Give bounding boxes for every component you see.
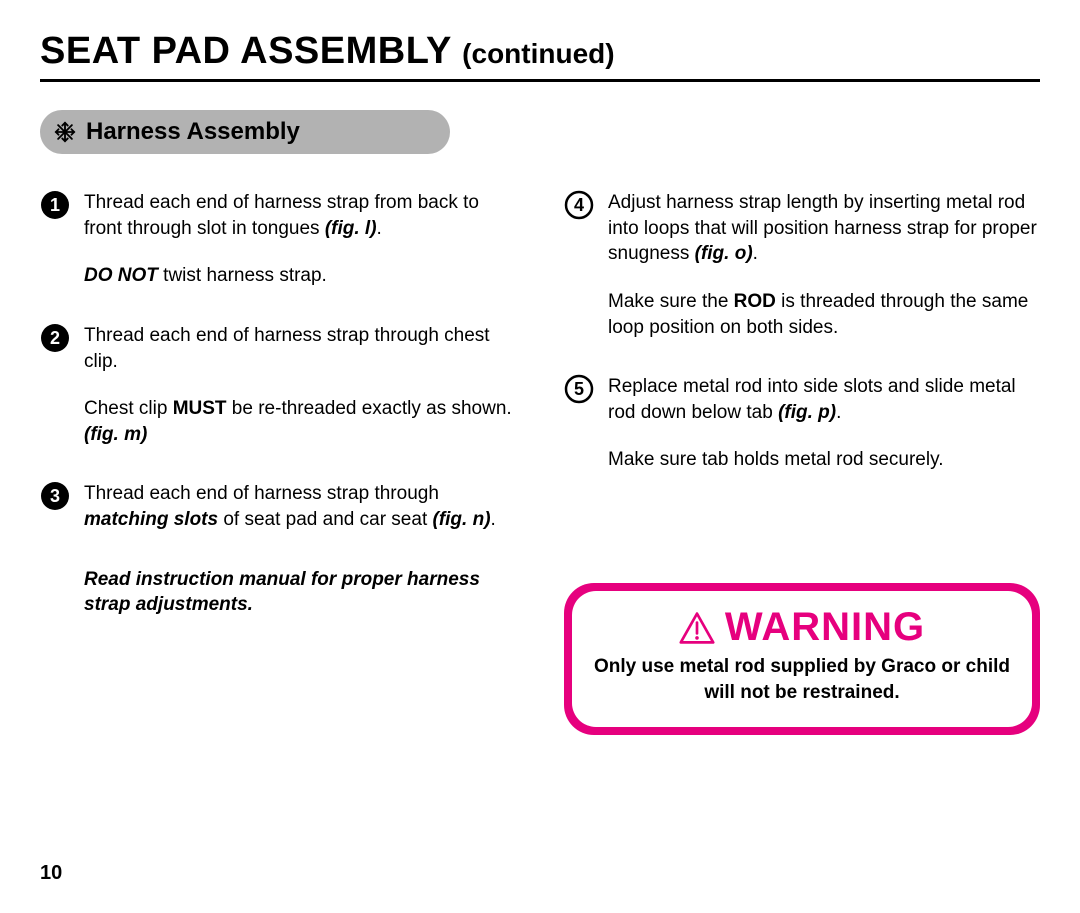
step-paragraph: Thread each end of harness strap through… — [84, 481, 516, 532]
title-main: SEAT PAD ASSEMBLY — [40, 30, 462, 72]
warning-heading: WARNING — [679, 605, 925, 650]
warning-body-text: Only use metal rod supplied by Graco or … — [592, 654, 1012, 705]
text-run: Thread each end of harness strap through… — [84, 325, 490, 372]
step-number-icon: 5 — [564, 374, 594, 404]
step-paragraph: Chest clip MUST be re-threaded exactly a… — [84, 396, 516, 447]
step-item: 2 Thread each end of harness strap throu… — [40, 323, 516, 448]
text-run: Chest clip — [84, 398, 173, 419]
svg-text:1: 1 — [50, 195, 60, 215]
step-number: 1 — [40, 190, 70, 225]
step-body: Replace metal rod into side slots and sl… — [608, 374, 1040, 473]
text-run: Make sure tab holds metal rod securely. — [608, 449, 943, 470]
step-number: 2 — [40, 323, 70, 358]
text-run: . — [377, 218, 382, 239]
text-run: Adjust harness strap length by inserting… — [608, 192, 1037, 264]
step-paragraph: Make sure the ROD is threaded through th… — [608, 289, 1040, 340]
snowflake-icon — [54, 121, 76, 143]
text-run: Make sure the — [608, 291, 734, 312]
step-number: 3 — [40, 481, 70, 516]
text-run: Thread each end of harness strap from ba… — [84, 192, 479, 239]
text-run: (fig. p) — [778, 402, 836, 423]
text-run: (fig. n) — [433, 509, 491, 530]
read-instruction-note: Read instruction manual for proper harne… — [40, 567, 516, 618]
step-item: 3 Thread each end of harness strap throu… — [40, 481, 516, 532]
step-item: 5 Replace metal rod into side slots and … — [564, 374, 1040, 473]
svg-text:5: 5 — [574, 379, 584, 399]
title-continued: (continued) — [462, 38, 614, 69]
right-column: 4 Adjust harness strap length by inserti… — [564, 190, 1040, 735]
step-body: Adjust harness strap length by inserting… — [608, 190, 1040, 340]
text-run: MUST — [173, 398, 227, 419]
warning-triangle-icon — [679, 610, 715, 646]
step-paragraph: Adjust harness strap length by inserting… — [608, 190, 1040, 267]
step-paragraph: Replace metal rod into side slots and sl… — [608, 374, 1040, 425]
step-body: Thread each end of harness strap through… — [84, 481, 516, 532]
text-run: . — [753, 243, 758, 264]
warning-head-text: WARNING — [725, 605, 925, 650]
section-label: Harness Assembly — [86, 118, 300, 146]
text-run: ROD — [734, 291, 776, 312]
step-body: Thread each end of harness strap through… — [84, 323, 516, 448]
step-item: 1 Thread each end of harness strap from … — [40, 190, 516, 289]
page-number: 10 — [40, 862, 62, 885]
text-run: matching slots — [84, 509, 218, 530]
step-paragraph: Thread each end of harness strap through… — [84, 323, 516, 374]
warning-box: WARNING Only use metal rod supplied by G… — [564, 583, 1040, 735]
step-paragraph: Make sure tab holds metal rod securely. — [608, 447, 1040, 473]
step-number-icon: 2 — [40, 323, 70, 353]
text-run: DO NOT — [84, 265, 158, 286]
step-number: 5 — [564, 374, 594, 409]
text-run: (fig. l) — [325, 218, 377, 239]
page-title: SEAT PAD ASSEMBLY (continued) — [40, 30, 1040, 82]
section-header: Harness Assembly — [40, 110, 450, 154]
text-run: . — [836, 402, 841, 423]
content-columns: 1 Thread each end of harness strap from … — [40, 190, 1040, 735]
step-number-icon: 1 — [40, 190, 70, 220]
step-body: Thread each end of harness strap from ba… — [84, 190, 516, 289]
step-number-icon: 3 — [40, 481, 70, 511]
svg-text:2: 2 — [50, 328, 60, 348]
svg-text:3: 3 — [50, 486, 60, 506]
left-column: 1 Thread each end of harness strap from … — [40, 190, 516, 735]
text-run: twist harness strap. — [158, 265, 327, 286]
text-run: (fig. m) — [84, 424, 147, 445]
text-run: Thread each end of harness strap through — [84, 483, 439, 504]
step-number: 4 — [564, 190, 594, 225]
text-run: . — [491, 509, 496, 530]
step-paragraph: Thread each end of harness strap from ba… — [84, 190, 516, 241]
text-run: (fig. o) — [695, 243, 753, 264]
text-run: be re-threaded exactly as shown. — [227, 398, 512, 419]
step-item: 4 Adjust harness strap length by inserti… — [564, 190, 1040, 340]
svg-text:4: 4 — [574, 195, 584, 215]
step-paragraph: DO NOT twist harness strap. — [84, 263, 516, 289]
text-run: of seat pad and car seat — [218, 509, 432, 530]
step-number-icon: 4 — [564, 190, 594, 220]
